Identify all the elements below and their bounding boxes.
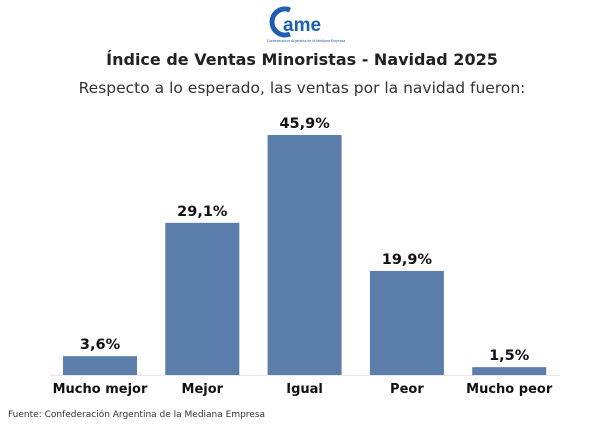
bar-1 (165, 222, 240, 375)
came-logo: ame Confederación Argentina de la Median… (267, 6, 346, 43)
chart-title: Índice de Ventas Minoristas - Navidad 20… (106, 50, 498, 69)
data-label: 29,1% (177, 204, 228, 220)
chart-subtitle: Respecto a lo esperado, las ventas por l… (78, 79, 526, 97)
x-tick-label: Igual (286, 382, 323, 397)
x-tick-label: Peor (390, 382, 424, 397)
source-note: Fuente: Confederación Argentina de la Me… (8, 410, 266, 420)
data-label: 3,6% (80, 337, 121, 353)
svg-text:ame: ame (283, 15, 321, 36)
bar-3 (369, 270, 444, 375)
x-tick-label: Mucho peor (466, 382, 553, 397)
bar-2 (267, 135, 342, 375)
bar-4 (472, 367, 547, 375)
data-label: 1,5% (489, 348, 530, 364)
x-tick-label: Mucho mejor (53, 382, 148, 397)
data-label: 19,9% (382, 252, 433, 268)
x-tick-label: Mejor (182, 382, 224, 397)
bar-0 (63, 356, 137, 375)
data-label: 45,9% (279, 116, 330, 132)
svg-text:Confederación Argentina de la: Confederación Argentina de la Mediana Em… (267, 39, 346, 43)
